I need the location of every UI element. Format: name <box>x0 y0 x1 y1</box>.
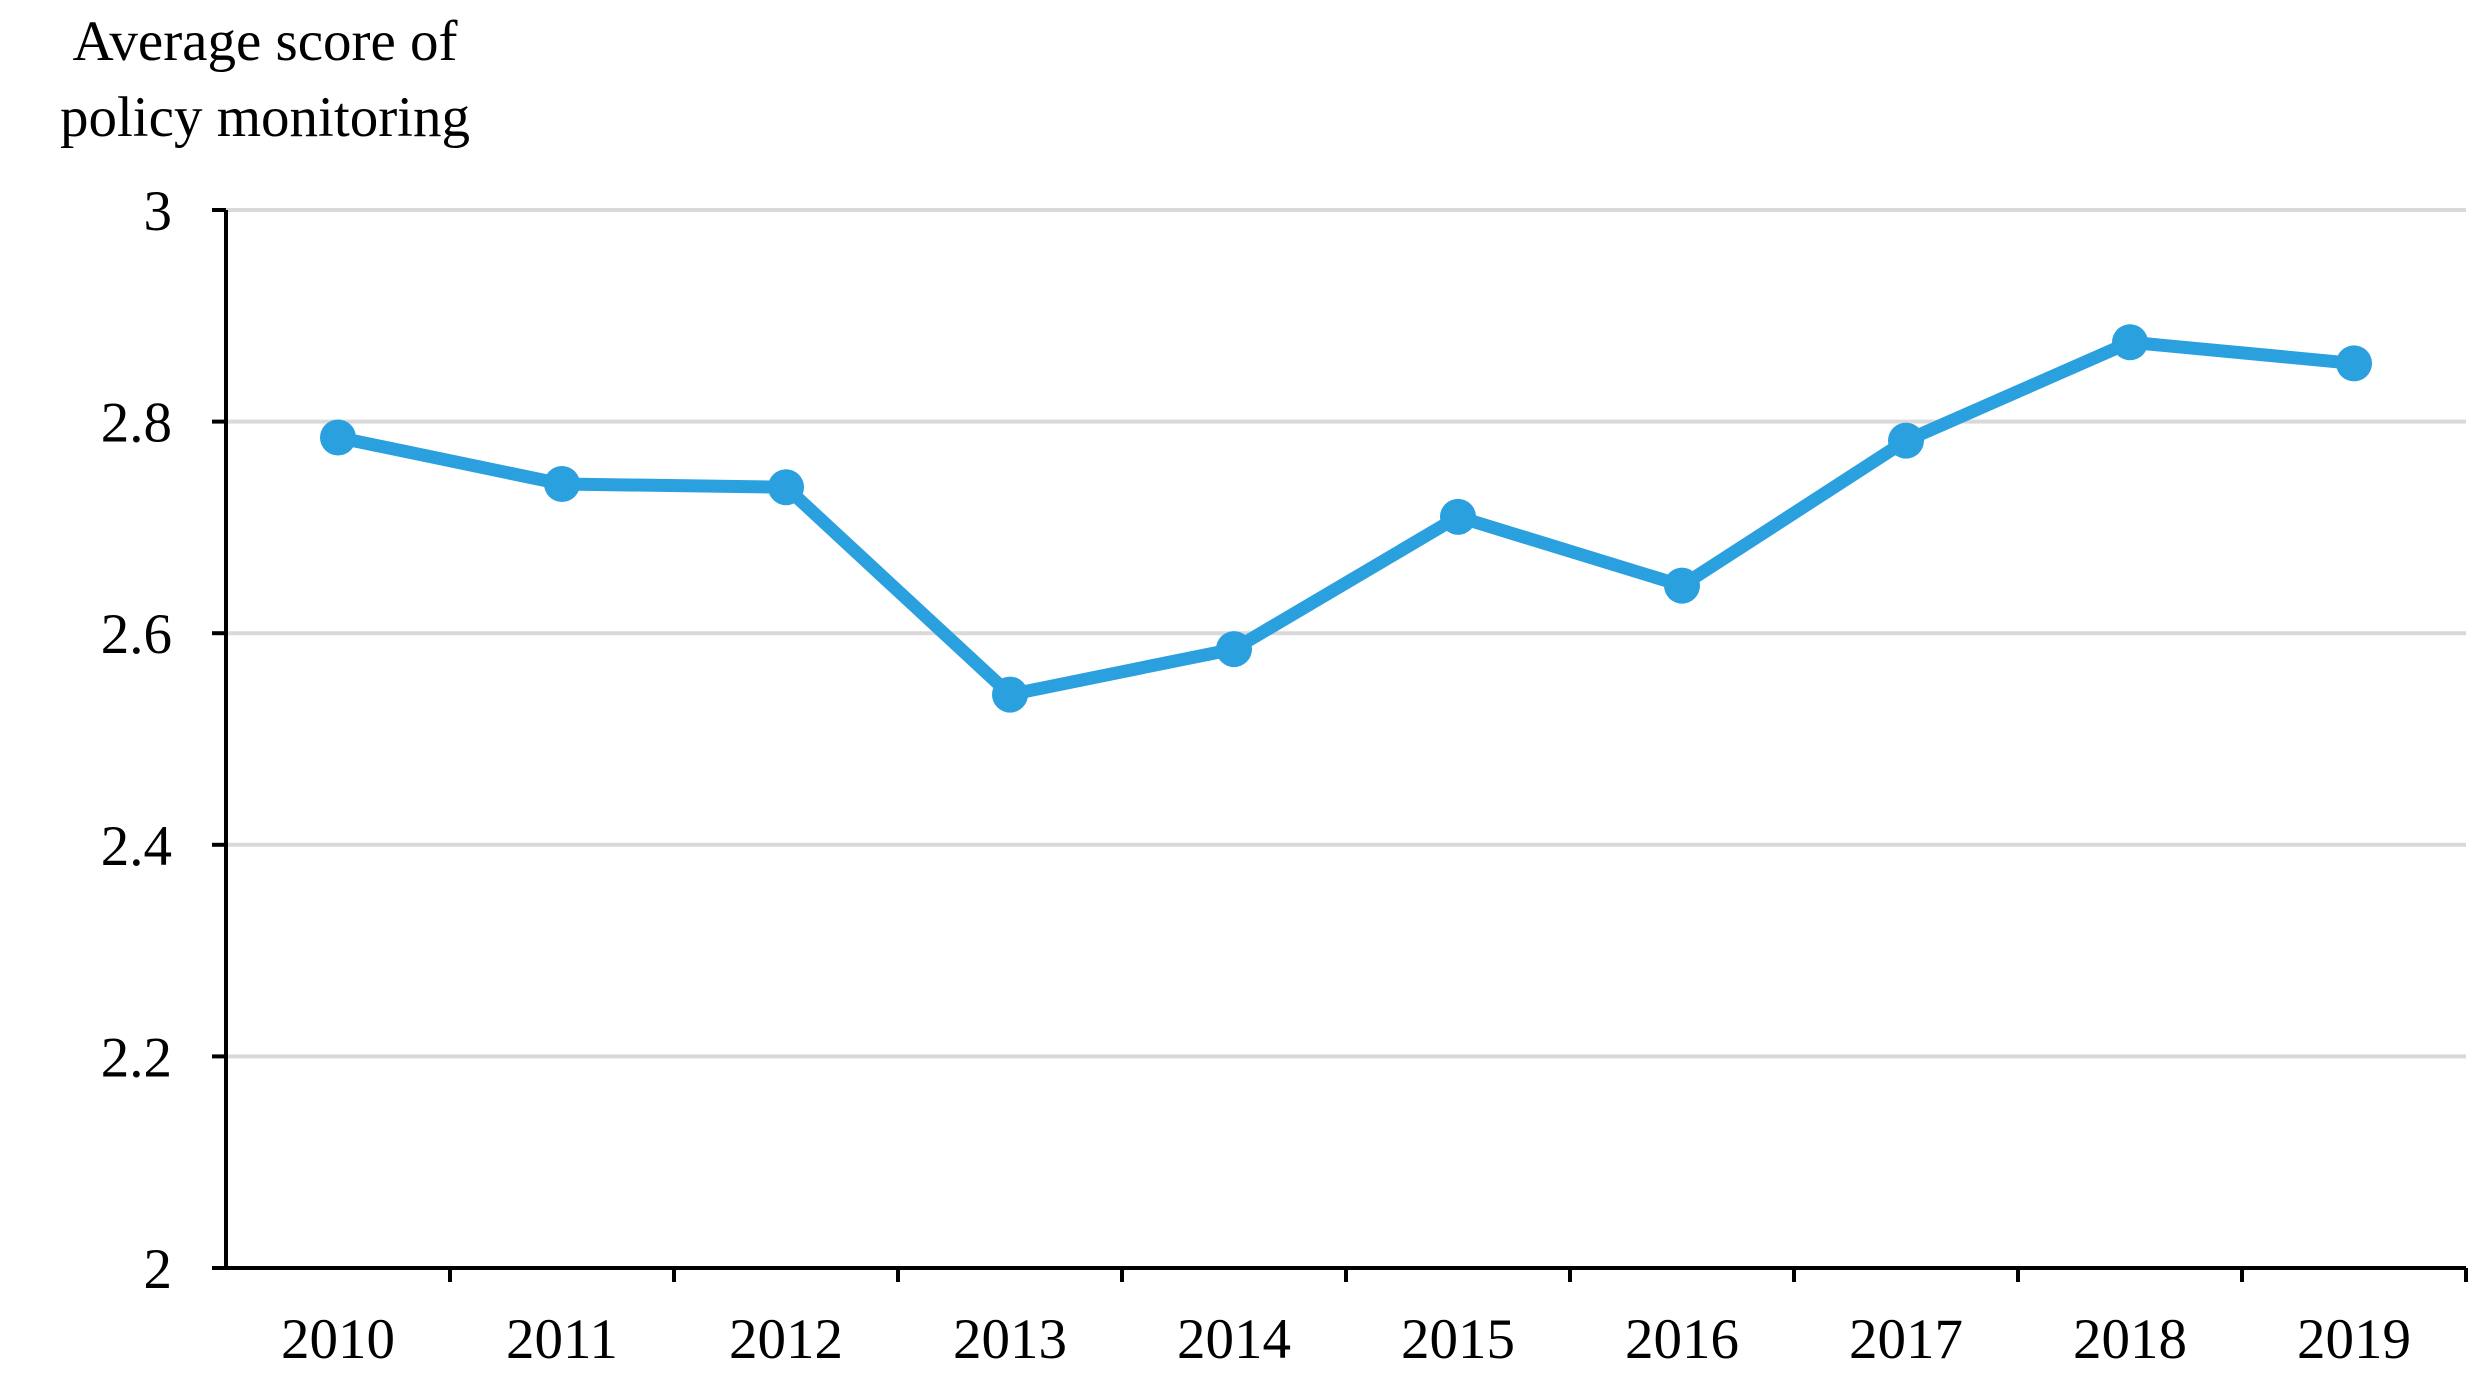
x-tick-label: 2019 <box>2297 1308 2411 1371</box>
x-tick-label: 2015 <box>1401 1308 1515 1371</box>
y-axis-title: Average score of policy monitoring <box>60 10 470 149</box>
x-tick-label: 2012 <box>729 1308 843 1371</box>
data-point <box>1216 631 1252 668</box>
y-tick-label: 2.8 <box>101 392 172 455</box>
x-tick-label: 2013 <box>953 1308 1067 1371</box>
x-tick-label: 2016 <box>1625 1308 1739 1371</box>
x-tick-label: 2017 <box>1849 1308 1963 1371</box>
data-point <box>992 676 1028 713</box>
series-group <box>320 324 2372 713</box>
y-tick-labels: 2 2.2 2.4 2.6 2.8 3 <box>101 180 172 1301</box>
y-tick-label: 3 <box>144 180 173 243</box>
x-tick-label: 2011 <box>506 1308 618 1371</box>
data-point <box>768 469 804 506</box>
x-tick-label: 2014 <box>1177 1308 1291 1371</box>
data-point <box>544 466 580 503</box>
x-tick-label: 2018 <box>2073 1308 2187 1371</box>
axes <box>212 208 2468 1282</box>
gridlines <box>226 208 2466 1059</box>
data-point <box>320 419 356 456</box>
y-tick-label: 2.6 <box>101 603 172 666</box>
data-point <box>1440 498 1476 535</box>
y-tick-label: 2.4 <box>101 815 172 878</box>
data-point <box>2112 324 2148 361</box>
data-point <box>1888 422 1924 459</box>
y-tick-label: 2.2 <box>101 1026 172 1089</box>
x-tick-label: 2010 <box>281 1308 395 1371</box>
y-tick-label: 2 <box>144 1238 173 1301</box>
data-point <box>1664 567 1700 604</box>
y-axis-title-line-2: policy monitoring <box>60 86 470 149</box>
x-tick-labels: 2010 2011 2012 2013 2014 2015 2016 2017 2018 2019 <box>281 1308 2411 1371</box>
data-point <box>2336 345 2372 382</box>
y-axis-title-line-1: Average score of <box>72 10 457 73</box>
series-line <box>331 335 2361 702</box>
